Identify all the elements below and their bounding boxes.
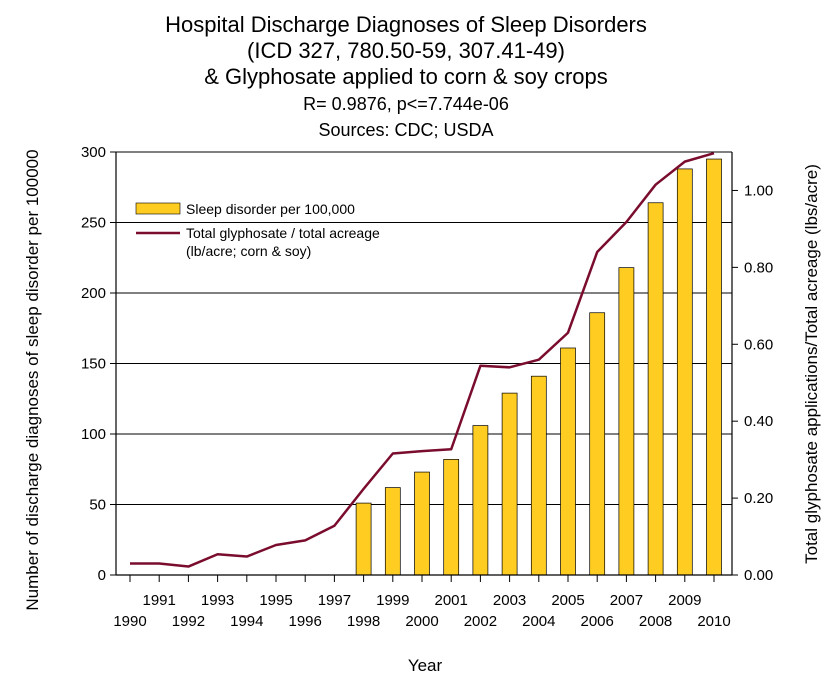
y-left-tick-label: 300 (81, 144, 106, 161)
y-right-tick-label: 0.60 (744, 336, 773, 353)
chart-title-line-1: Hospital Discharge Diagnoses of Sleep Di… (165, 12, 647, 37)
x-tick-label: 2003 (493, 592, 526, 609)
y-axis-left-label: Number of discharge diagnoses of sleep d… (23, 149, 42, 610)
y-axis-right-label: Total glyphosate applications/Total acre… (802, 164, 821, 564)
x-tick-label: 2009 (668, 592, 701, 609)
x-tick-label: 1990 (113, 613, 146, 630)
y-left-tick-label: 100 (81, 426, 106, 443)
bar (501, 392, 518, 576)
y-left-tick-label: 0 (98, 567, 106, 584)
bar-series-sleep-disorder (355, 158, 722, 576)
y-right-tick-label: 0.20 (744, 490, 773, 507)
y-right-tick-label: 0.00 (744, 567, 773, 584)
y-left-tick-label: 200 (81, 285, 106, 302)
y-right-tick-label: 1.00 (744, 182, 773, 199)
bar (443, 459, 460, 576)
legend-swatch-sleep-disorder (135, 202, 181, 215)
x-tick-label: 1993 (201, 592, 234, 609)
legend-label-glyphosate-units: (lb/acre; corn & soy) (186, 243, 311, 259)
glyphosate-line (130, 151, 715, 568)
y-left-tick-label: 250 (81, 215, 106, 232)
x-tick-label: 1995 (259, 592, 292, 609)
x-tick-label: 1996 (289, 613, 322, 630)
x-tick-label: 2010 (697, 613, 730, 630)
bar (414, 471, 430, 576)
bar (706, 158, 722, 576)
x-tick-label: 2001 (435, 592, 468, 609)
x-tick-label: 1997 (318, 592, 351, 609)
x-tick-label: 1998 (347, 613, 380, 630)
bar (384, 487, 401, 576)
bar (530, 375, 547, 576)
x-tick-label: 2005 (551, 592, 584, 609)
bar (647, 202, 664, 576)
x-tick-label: 2006 (581, 613, 614, 630)
y-left-tick-label: 150 (81, 356, 106, 373)
x-tick-label: 2002 (464, 613, 497, 630)
y-left-tick-label: 50 (89, 497, 106, 514)
tick-labels: 0 50 100 150 200 250 300 0.00 0.20 0.40 0.60 0.80 1.… (81, 144, 773, 630)
legend-label-glyphosate: Total glyphosate / total acreage (186, 225, 380, 241)
bar (355, 502, 372, 576)
x-tick-label: 2000 (405, 613, 438, 630)
bar (618, 267, 635, 576)
chart-stats-line: R= 0.9876, p<=7.744e-06 (303, 94, 509, 114)
x-tick-label: 2008 (639, 613, 672, 630)
chart-title-line-3: & Glyphosate applied to corn & soy crops (204, 64, 608, 89)
chart-sources-line: Sources: CDC; USDA (318, 120, 493, 140)
legend-label-sleep-disorder: Sleep disorder per 100,000 (186, 201, 355, 217)
legend: Sleep disorder per 100,000 Total glyphos… (135, 201, 380, 259)
bar (472, 425, 489, 576)
x-axis-label: Year (408, 656, 443, 675)
line-series-glyphosate (130, 151, 715, 568)
bar (676, 168, 693, 576)
x-tick-label: 1991 (143, 592, 176, 609)
x-tick-label: 1999 (376, 592, 409, 609)
x-tick-label: 1992 (172, 613, 205, 630)
y-right-tick-label: 0.40 (744, 413, 773, 430)
bar (589, 312, 606, 576)
chart-title-line-2: (ICD 327, 780.50-59, 307.41-49) (247, 38, 565, 63)
x-tick-label: 2007 (610, 592, 643, 609)
bar (560, 347, 576, 576)
y-right-tick-label: 0.80 (744, 259, 773, 276)
x-tick-label: 2004 (522, 613, 555, 630)
axes (110, 151, 738, 582)
x-tick-label: 1994 (230, 613, 263, 630)
